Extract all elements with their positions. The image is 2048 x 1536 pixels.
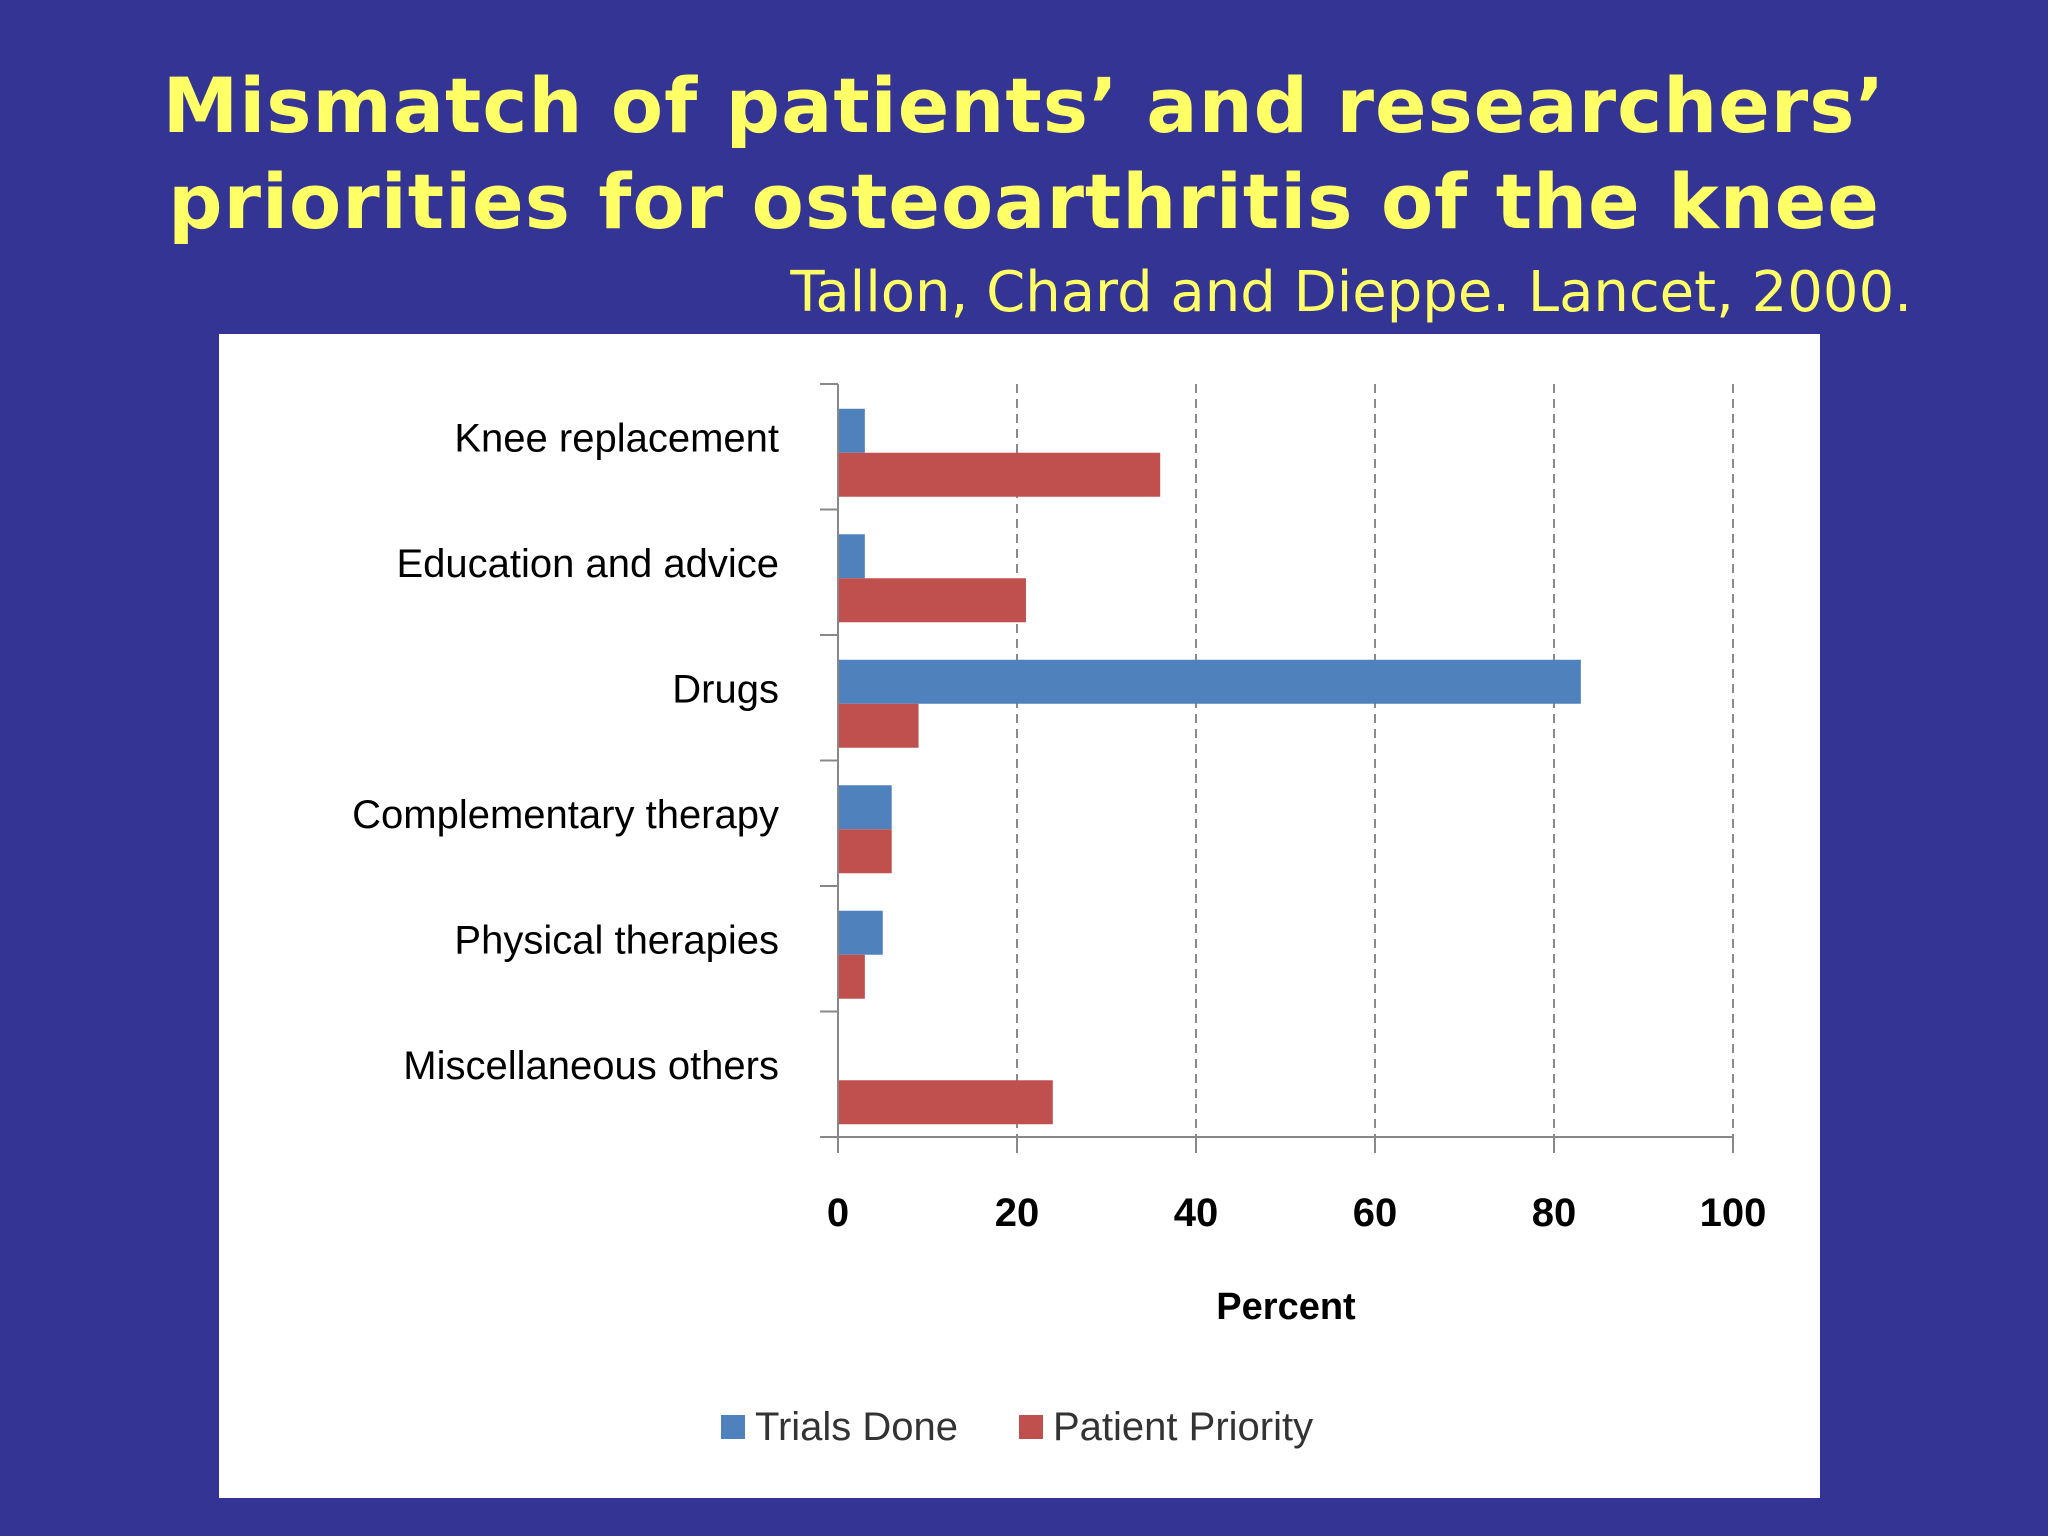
bar-patient-priority-2 bbox=[838, 703, 919, 748]
bar-trials-done-4 bbox=[838, 910, 883, 955]
category-label-5: Miscellaneous others bbox=[403, 1044, 779, 1088]
chart-panel: Knee replacement Education and advice Drug… bbox=[219, 334, 1820, 1498]
slide-title-line-1: Mismatch of patients’ and researchers’ bbox=[162, 61, 1886, 150]
category-label-0: Knee replacement bbox=[454, 416, 779, 460]
x-tick-label-60: 60 bbox=[1353, 1191, 1398, 1235]
legend-swatch-trials-done bbox=[721, 1415, 745, 1439]
bar-patient-priority-5 bbox=[838, 1080, 1053, 1125]
legend-label-trials-done: Trials Done bbox=[755, 1405, 958, 1449]
bar-trials-done-1 bbox=[838, 534, 865, 579]
x-tick-label-80: 80 bbox=[1532, 1191, 1577, 1235]
slide-title: Mismatch of patients’ and researchers’ p… bbox=[0, 58, 2048, 250]
category-label-1: Education and advice bbox=[397, 542, 780, 586]
bar-patient-priority-1 bbox=[838, 578, 1026, 623]
slide-title-line-2: priorities for osteoarthritis of the kne… bbox=[168, 157, 1880, 246]
x-tick-label-0: 0 bbox=[827, 1191, 849, 1235]
bar-chart: Knee replacement Education and advice Drug… bbox=[352, 383, 1767, 1449]
bar-trials-done-3 bbox=[838, 785, 892, 830]
category-label-3: Complementary therapy bbox=[352, 793, 779, 837]
bar-patient-priority-0 bbox=[838, 452, 1161, 497]
x-tick-label-100: 100 bbox=[1700, 1191, 1767, 1235]
x-tick-label-20: 20 bbox=[995, 1191, 1040, 1235]
bar-patient-priority-4 bbox=[838, 954, 865, 999]
category-label-4: Physical therapies bbox=[454, 918, 779, 962]
x-tick-label-40: 40 bbox=[1174, 1191, 1219, 1235]
bar-trials-done-0 bbox=[838, 408, 865, 453]
legend-label-patient-priority: Patient Priority bbox=[1053, 1405, 1313, 1449]
bar-patient-priority-3 bbox=[838, 829, 892, 874]
citation: Tallon, Chard and Dieppe. Lancet, 2000. bbox=[790, 260, 1912, 325]
legend-swatch-patient-priority bbox=[1019, 1415, 1043, 1439]
x-axis-title: Percent bbox=[1216, 1286, 1356, 1328]
category-label-2: Drugs bbox=[672, 667, 779, 711]
bar-trials-done-2 bbox=[838, 659, 1581, 704]
